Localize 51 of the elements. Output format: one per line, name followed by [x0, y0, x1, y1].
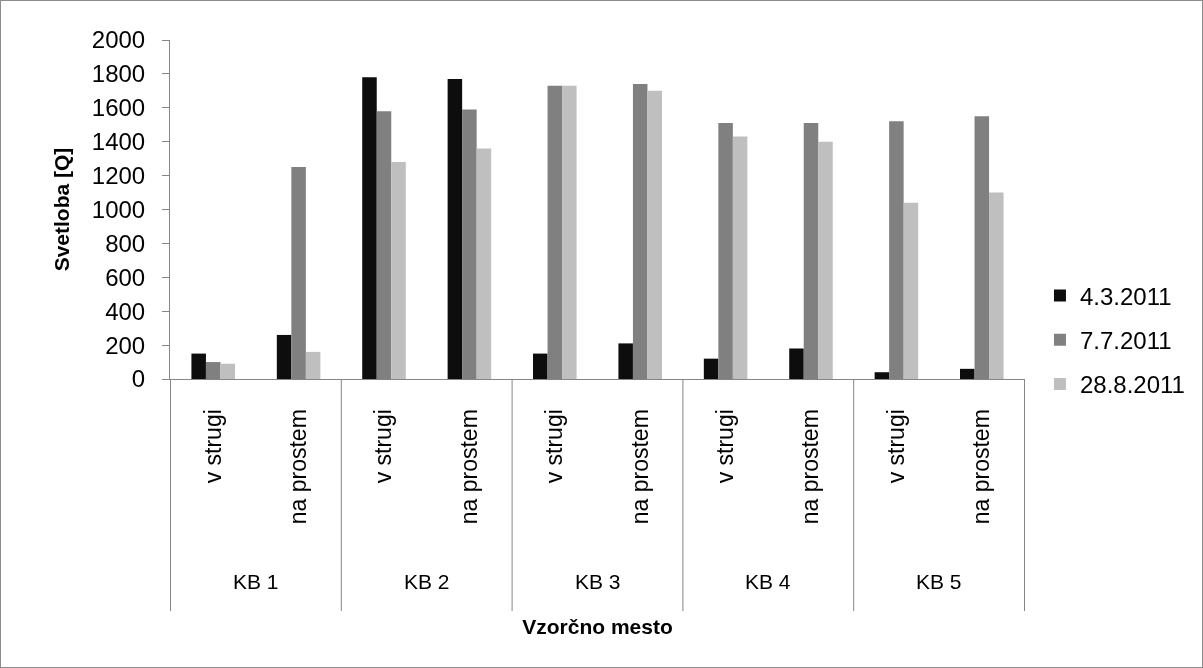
- bar: [989, 192, 1004, 379]
- x-tick-label: na prostem: [285, 409, 312, 525]
- y-tick-label: 600: [105, 263, 146, 291]
- legend-label: 4.3.2011: [1079, 282, 1172, 310]
- x-tick-label: v strugi: [712, 409, 739, 484]
- bar: [191, 353, 206, 379]
- bar: [305, 351, 321, 379]
- bar: [960, 368, 975, 379]
- bar: [562, 85, 577, 379]
- bar: [220, 363, 235, 379]
- y-tick-label: 1600: [91, 94, 146, 122]
- x-tick-label: v strugi: [882, 409, 909, 484]
- bar: [789, 348, 804, 379]
- y-axis-title: Svetloba [Q]: [49, 147, 73, 272]
- bar: [476, 148, 492, 379]
- x-axis-title: Vzorčno mesto: [522, 615, 673, 639]
- legend-label: 28.8.2011: [1079, 371, 1185, 399]
- legend-label: 7.7.2011: [1079, 327, 1172, 355]
- y-tick-label: 0: [131, 365, 146, 393]
- bar: [362, 77, 377, 379]
- bar: [533, 353, 548, 379]
- text: KB 2: [404, 570, 450, 593]
- text: KB 4: [745, 570, 791, 593]
- text: KB 5: [916, 570, 962, 593]
- x-tick-label: na prostem: [455, 409, 482, 525]
- y-tick-label: 1000: [91, 195, 146, 223]
- bar: [874, 372, 890, 379]
- y-tick-label: 2000: [91, 26, 146, 54]
- x-tick-label: na prostem: [626, 409, 653, 525]
- y-tick-label: 1400: [91, 128, 146, 156]
- bar: [618, 343, 633, 379]
- bar: [447, 78, 463, 379]
- text: KB 1: [233, 570, 279, 593]
- x-tick-label: na prostem: [968, 409, 995, 525]
- bar: [391, 162, 406, 379]
- x-tick-label: v strugi: [199, 409, 226, 484]
- bar: [818, 141, 833, 379]
- text: KB 3: [575, 570, 621, 593]
- bar: [732, 136, 748, 379]
- bar: [703, 358, 719, 379]
- y-tick-label: 1200: [91, 162, 146, 189]
- x-tick-label: v strugi: [541, 409, 568, 484]
- bar: [647, 90, 662, 379]
- x-tick-label: na prostem: [797, 409, 824, 525]
- y-tick-label: 200: [105, 331, 146, 359]
- x-tick-label: v strugi: [370, 409, 397, 484]
- bar: [276, 334, 292, 379]
- bar: [903, 202, 919, 379]
- y-tick-label: 400: [105, 297, 146, 325]
- y-tick-label: 1800: [91, 60, 146, 88]
- y-tick-label: 800: [105, 229, 146, 257]
